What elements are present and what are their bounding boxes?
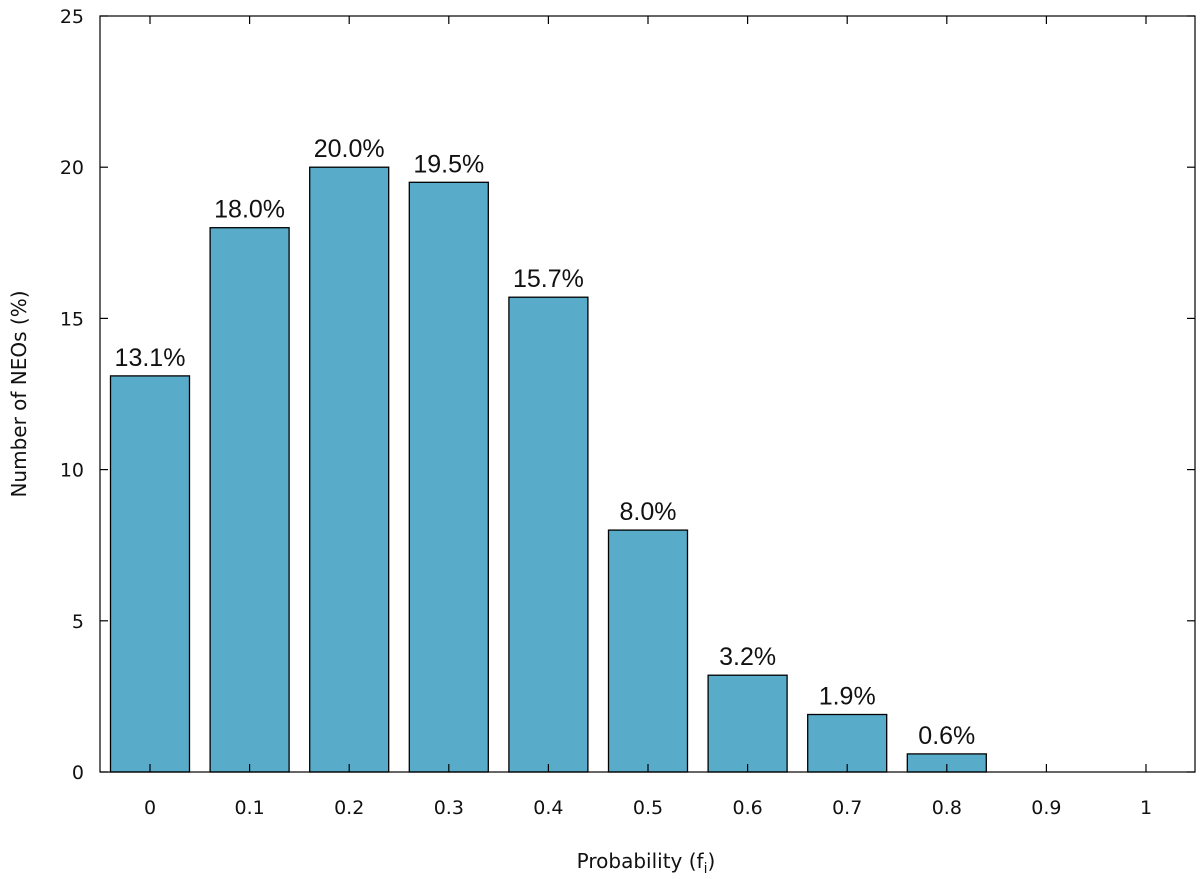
x-tick-label-0.1: 0.1 bbox=[234, 797, 264, 819]
bar-0.7 bbox=[807, 713, 888, 773]
bar-0.1 bbox=[209, 227, 290, 773]
y-tick-label-5: 5 bbox=[72, 611, 84, 633]
data-label-0: 13.1% bbox=[115, 344, 186, 372]
x-tick-label-0.5: 0.5 bbox=[633, 797, 663, 819]
x-tick-label-1: 1 bbox=[1140, 797, 1152, 819]
y-axis-label: Number of NEOs (%) bbox=[7, 290, 31, 497]
bar-0 bbox=[109, 375, 191, 773]
x-axis-label-main: Probability (f bbox=[577, 849, 705, 873]
bar-0.5 bbox=[607, 529, 689, 773]
data-label-0.8: 0.6% bbox=[918, 722, 975, 750]
x-tick-label-0.8: 0.8 bbox=[932, 797, 962, 819]
bar-0.6 bbox=[707, 674, 788, 773]
x-axis-label: Probability (fi) bbox=[577, 849, 716, 877]
x-tick-label-0.4: 0.4 bbox=[533, 797, 563, 819]
y-tick-label-15: 15 bbox=[60, 308, 84, 330]
x-axis-label-close: ) bbox=[708, 849, 716, 873]
data-label-0.7: 1.9% bbox=[819, 683, 876, 711]
data-label-0.4: 15.7% bbox=[513, 265, 584, 293]
data-label-0.2: 20.0% bbox=[314, 135, 385, 163]
bars-group bbox=[109, 166, 987, 773]
x-tick-label-0.6: 0.6 bbox=[732, 797, 762, 819]
y-tick-label-10: 10 bbox=[60, 460, 84, 482]
y-tick-label-25: 25 bbox=[60, 6, 84, 28]
bar-0.2 bbox=[309, 166, 390, 773]
ticks-group bbox=[100, 15, 1195, 773]
x-tick-label-0.2: 0.2 bbox=[334, 797, 364, 819]
labels-group: 13.1% 18.0% 20.0% 19.5% 15.7% 8.0% 3.2% 1.9% 0.6… bbox=[60, 6, 1152, 819]
data-label-0.1: 18.0% bbox=[214, 196, 285, 224]
y-tick-label-0: 0 bbox=[72, 762, 84, 784]
x-tick-label-0.9: 0.9 bbox=[1031, 797, 1061, 819]
y-tick-label-20: 20 bbox=[60, 157, 84, 179]
bar-0.3 bbox=[408, 181, 489, 773]
x-tick-label-0: 0 bbox=[144, 797, 156, 819]
bar-0.4 bbox=[508, 296, 589, 773]
x-tick-label-0.3: 0.3 bbox=[434, 797, 464, 819]
data-label-0.5: 8.0% bbox=[620, 498, 677, 526]
plot-frame bbox=[99, 15, 1196, 773]
data-label-0.6: 3.2% bbox=[719, 643, 776, 671]
x-tick-label-0.7: 0.7 bbox=[832, 797, 862, 819]
x-axis-label-subscript: i bbox=[704, 861, 708, 877]
data-label-0.3: 19.5% bbox=[413, 150, 484, 178]
